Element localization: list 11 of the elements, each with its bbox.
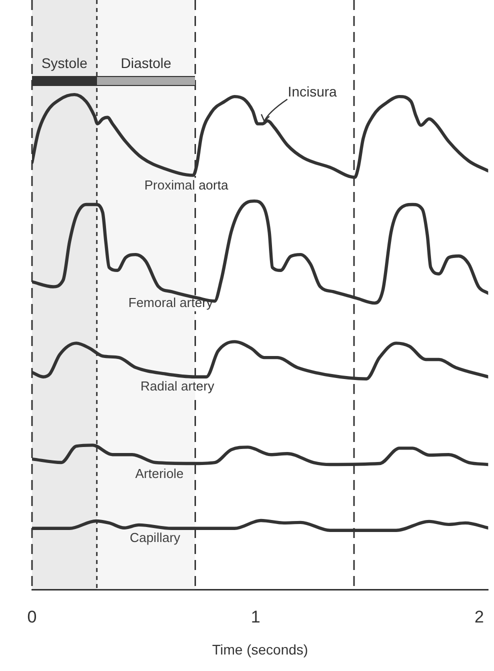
band-label: Systole [41, 55, 88, 71]
x-tick-label: 0 [27, 608, 37, 627]
series-label: Arteriole [135, 466, 184, 482]
series-label: Capillary [130, 530, 181, 546]
annotation: Incisura [288, 83, 338, 100]
series-label: Proximal aorta [144, 177, 229, 192]
x-tick-label: 1 [250, 608, 260, 627]
x-tick-label: 2 [474, 608, 484, 627]
series-label: Radial artery [140, 378, 215, 394]
x-axis-title: Time (seconds) [212, 641, 308, 658]
band-label: Diastole [120, 55, 172, 71]
